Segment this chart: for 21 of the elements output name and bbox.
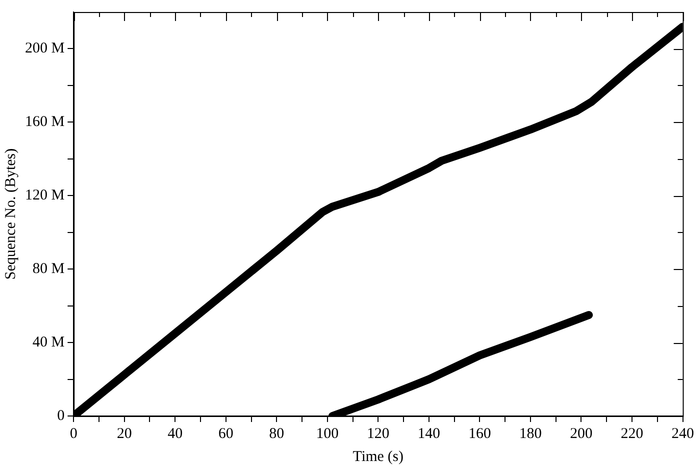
y-tick-label: 80 M: [32, 261, 65, 278]
x-tick-label: 60: [218, 426, 234, 442]
x-tick-label: 20: [116, 426, 132, 442]
y-tick-label: 40 M: [32, 334, 65, 350]
x-tick-label: 180: [519, 426, 542, 442]
x-tick-label: 220: [620, 426, 644, 442]
x-tick-label: 160: [468, 426, 491, 442]
x-tick-label: 100: [316, 426, 339, 442]
y-tick-label: 0: [57, 408, 65, 424]
y-tick-label: 160 M: [24, 114, 65, 130]
x-tick-label: 0: [70, 426, 78, 442]
y-tick-label: 200 M: [24, 40, 65, 57]
y-axis-title: Sequence No. (Bytes): [2, 148, 19, 280]
x-tick-label: 120: [366, 426, 390, 442]
x-tick-label: 80: [269, 426, 284, 442]
x-tick-label: 40: [168, 426, 183, 442]
x-tick-label: 200: [570, 426, 592, 442]
x-tick-label: 240: [672, 426, 694, 442]
x-tick-label: 140: [418, 426, 440, 442]
x-axis-title: Time (s): [352, 448, 404, 465]
y-tick-label: 120 M: [24, 188, 65, 204]
